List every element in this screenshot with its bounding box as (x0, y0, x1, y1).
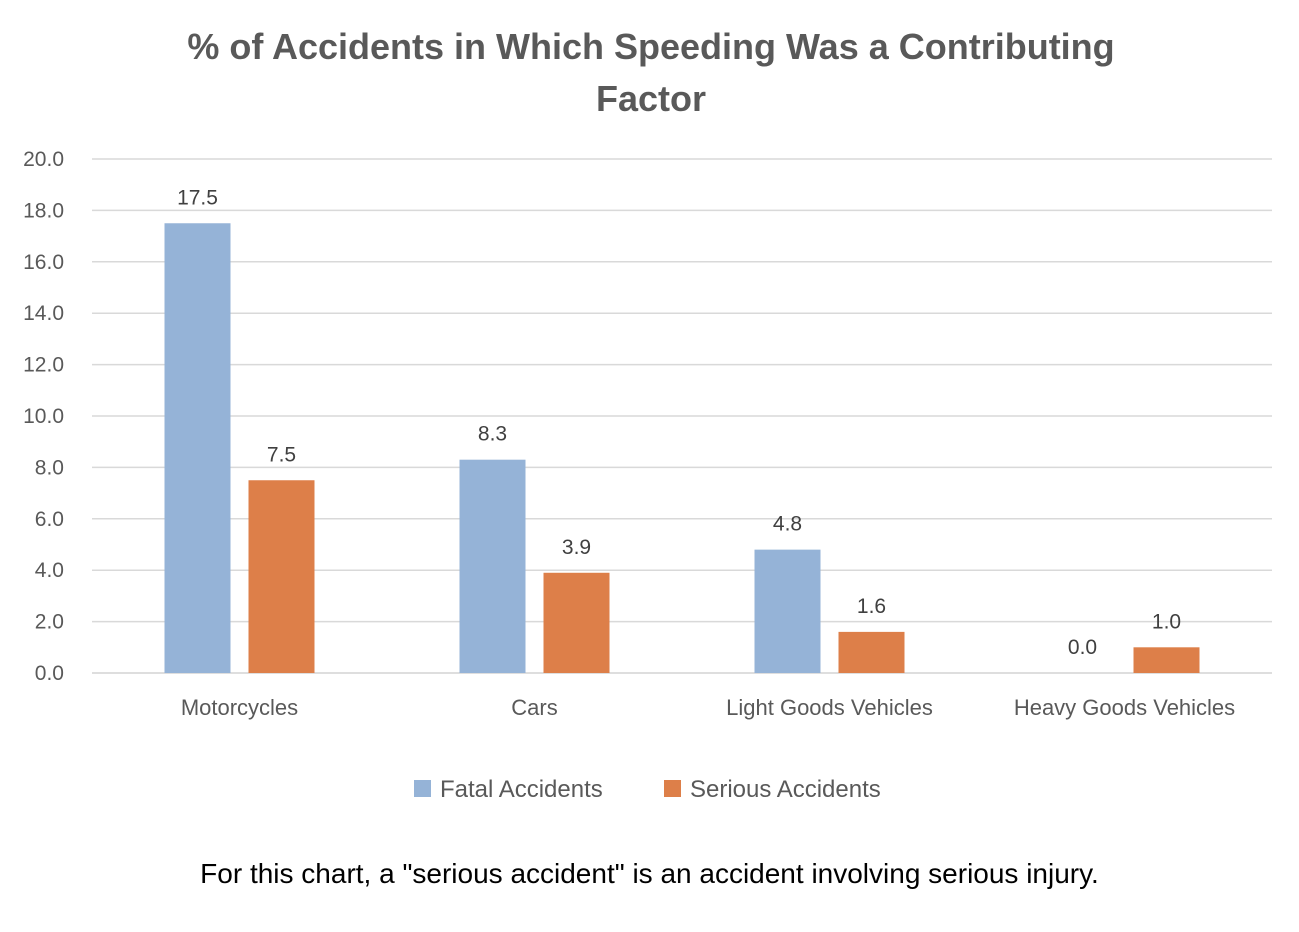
bar-serious-accidents (1133, 647, 1200, 673)
bars (164, 223, 1200, 673)
data-label: 4.8 (773, 513, 802, 536)
data-label: 3.9 (562, 536, 591, 559)
data-label: 8.3 (478, 423, 507, 446)
footnote: For this chart, a "serious accident" is … (200, 858, 1099, 889)
data-label: 1.0 (1152, 610, 1181, 633)
x-category-label: Motorcycles (181, 695, 298, 720)
data-labels: 17.5 7.5 8.3 3.9 4.8 1.6 0.0 1.0 (177, 186, 1181, 659)
y-tick-label: 4.0 (35, 559, 64, 582)
x-category-label: Cars (511, 695, 557, 720)
legend-swatch (414, 780, 431, 797)
bar-serious-accidents (543, 572, 610, 673)
y-tick-label: 12.0 (23, 354, 64, 377)
y-tick-label: 16.0 (23, 251, 64, 274)
y-tick-label: 0.0 (35, 662, 64, 685)
data-label: 0.0 (1068, 636, 1097, 659)
legend-swatch (664, 780, 681, 797)
chart-title: % of Accidents in Which Speeding Was a C… (187, 26, 1114, 119)
x-axis-categories: Motorcycles Cars Light Goods Vehicles Heavy… (181, 695, 1235, 720)
chart-title-line: Factor (596, 78, 706, 119)
bar-fatal-accidents (459, 459, 526, 673)
y-axis-ticks: 0.0 2.0 4.0 6.0 8.0 10.0 12.0 14.0 16.0 18.0 20.0 (23, 148, 64, 685)
data-label: 7.5 (267, 443, 296, 466)
y-tick-label: 6.0 (35, 508, 64, 531)
y-tick-label: 18.0 (23, 199, 64, 222)
legend-label: Fatal Accidents (440, 776, 603, 803)
bar-serious-accidents (248, 480, 315, 673)
y-tick-label: 14.0 (23, 302, 64, 325)
bar-fatal-accidents (754, 549, 821, 673)
x-category-label: Light Goods Vehicles (726, 695, 933, 720)
y-tick-label: 8.0 (35, 456, 64, 479)
legend-label: Serious Accidents (690, 776, 881, 803)
y-tick-label: 20.0 (23, 148, 64, 171)
legend: Fatal Accidents Serious Accidents (414, 776, 881, 803)
y-tick-label: 2.0 (35, 611, 64, 634)
bar-serious-accidents (838, 631, 905, 673)
x-category-label: Heavy Goods Vehicles (1014, 695, 1235, 720)
bar-fatal-accidents (164, 223, 231, 673)
data-label: 17.5 (177, 186, 218, 209)
data-label: 1.6 (857, 595, 886, 618)
chart-svg: % of Accidents in Which Speeding Was a C… (23, 26, 1272, 803)
y-tick-label: 10.0 (23, 405, 64, 428)
chart-title-line: % of Accidents in Which Speeding Was a C… (187, 26, 1114, 67)
